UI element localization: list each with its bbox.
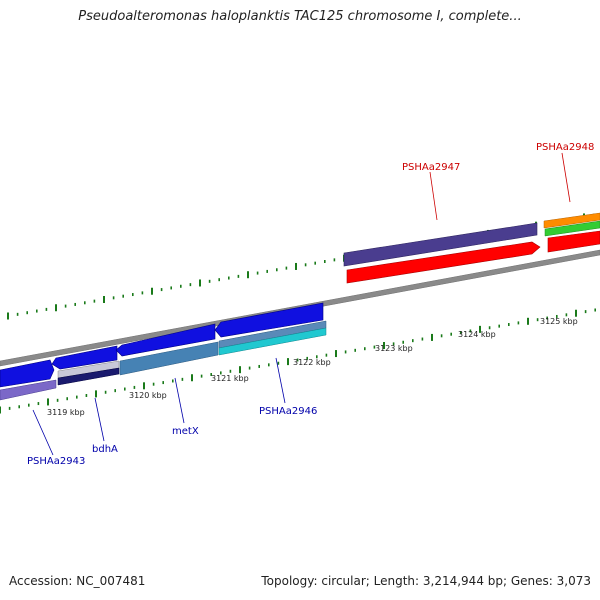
gene-label-psha2948[interactable]: PSHAa2948 [536,142,594,153]
feature-psha2943-cds[interactable] [0,359,55,388]
gene-label-psha2947[interactable]: PSHAa2947 [402,162,460,173]
gene-labels: PSHAa2947 PSHAa2948 PSHAa2943 bdhA metX … [27,142,594,467]
leader-psha2948 [561,152,571,203]
reverse-features [0,302,327,401]
feature-psha2946-cds[interactable] [214,302,324,338]
feature-psha2947-track[interactable] [343,222,538,267]
feature-metx-cds[interactable] [115,323,216,357]
forward-features [343,212,600,284]
scale-label-3122: 3122 kbp [293,358,331,367]
gene-label-metx[interactable]: metX [172,426,199,437]
leader-psha2947 [429,171,438,221]
feature-psha2948-cds[interactable] [547,230,600,253]
label-leaders [32,152,571,456]
topology-summary: Topology: circular; Length: 3,214,944 bp… [261,574,591,588]
scale-label-3123: 3123 kbp [375,344,413,353]
leader-psha2943 [32,409,54,456]
feature-psha2943-track[interactable] [0,379,57,401]
scale-labels: 3119 kbp 3120 kbp 3121 kbp 3122 kbp 3123… [47,317,578,417]
leader-psha2946 [275,357,286,404]
feature-psha2948-green[interactable] [544,220,600,237]
scale-label-3119: 3119 kbp [47,408,85,417]
gene-label-bdha[interactable]: bdhA [92,444,118,455]
scale-label-3120: 3120 kbp [129,391,167,400]
scale-label-3124: 3124 kbp [458,330,496,339]
feature-bdha-cds[interactable] [51,345,118,370]
leader-bdha [94,397,105,442]
feature-psha2948-orange[interactable] [543,212,600,229]
gene-label-psha2943[interactable]: PSHAa2943 [27,456,85,467]
accession-text: Accession: NC_007481 [9,574,146,588]
scale-label-3125: 3125 kbp [540,317,578,326]
feature-psha2946-track-cyan[interactable] [218,327,327,356]
feature-metx-track[interactable] [119,341,219,376]
feature-psha2947-cds[interactable] [346,241,541,284]
scale-label-3121: 3121 kbp [211,374,249,383]
feature-bdha-track-dark[interactable] [57,367,120,386]
leader-metx [174,377,185,424]
tick-row-lower [0,308,597,414]
gene-label-psha2946[interactable]: PSHAa2946 [259,406,317,417]
map-title: Pseudoalteromonas haloplanktis TAC125 ch… [78,9,522,24]
